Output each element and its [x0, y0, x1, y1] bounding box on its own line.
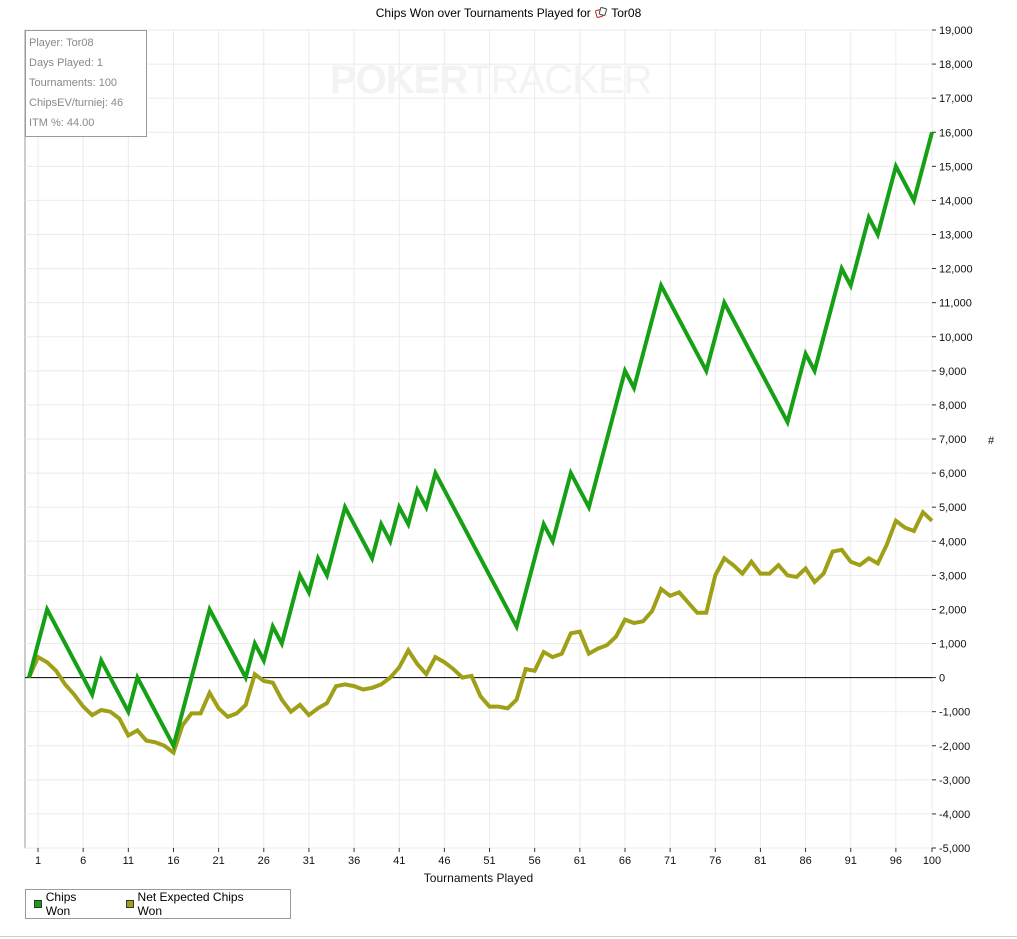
- axis-layer: -5,000 -4,000 -3,000 -2,000 -1,000 0 1,000 2,00…: [25, 25, 995, 885]
- y-tick-label: 2,000: [939, 604, 967, 616]
- y-tick-label: 9,000: [939, 366, 967, 378]
- y-tick-label: 18,000: [939, 59, 973, 71]
- x-tick-label: 41: [393, 855, 405, 867]
- x-tick-label: 31: [303, 855, 315, 867]
- y-tick-label: 13,000: [939, 230, 973, 242]
- player-stats-box: Player: Tor08 Days Played: 1 Tournaments…: [25, 30, 147, 137]
- x-tick-label: 76: [709, 855, 721, 867]
- chart-title: Chips Won over Tournaments Played for To…: [0, 6, 1017, 20]
- y-tick-label: -4,000: [939, 809, 970, 821]
- y-tick-label: 10,000: [939, 332, 973, 344]
- x-tick-label: 6: [80, 855, 86, 867]
- x-tick-label: 16: [167, 855, 179, 867]
- y-tick-label: 7,000: [939, 434, 967, 446]
- x-tick-label: 81: [754, 855, 766, 867]
- x-axis-label: Tournaments Played: [424, 871, 533, 885]
- x-tick-label: 96: [890, 855, 902, 867]
- poker-chip-icon: [595, 7, 608, 18]
- series-line-net-expected: [27, 508, 934, 756]
- x-tick-label: 56: [529, 855, 541, 867]
- x-tick-label: 100: [923, 855, 941, 867]
- series-layer: [27, 131, 934, 756]
- watermark-light: TRACKER: [467, 58, 652, 102]
- stat-player: Player: Tor08: [29, 37, 94, 49]
- y-tick-label: 0: [939, 673, 945, 685]
- x-tick-label: 1: [35, 855, 41, 867]
- y-tick-label: 19,000: [939, 25, 973, 37]
- series-line-chips-won: [27, 131, 934, 752]
- y-tick-label: -2,000: [939, 741, 970, 753]
- stat-days-played: Days Played: 1: [29, 57, 103, 69]
- x-tick-label: 21: [213, 855, 225, 867]
- y-tick-label: 4,000: [939, 536, 967, 548]
- legend-label-net-expected: Net Expected Chips Won: [137, 890, 244, 918]
- legend-swatch-chips-won: [34, 900, 42, 908]
- y-tick-label: 16,000: [939, 127, 973, 139]
- x-tick-label: 51: [483, 855, 495, 867]
- chart-title-player: Tor08: [611, 6, 642, 20]
- legend-swatch-net-expected: [125, 900, 134, 908]
- x-tick-label: 71: [664, 855, 676, 867]
- stat-itm: ITM %: 44.00: [29, 117, 95, 129]
- legend-label-chips-won: Chips Won: [45, 890, 77, 918]
- y-tick-label: 17,000: [939, 93, 973, 105]
- x-tick-label: 66: [619, 855, 631, 867]
- y-tick-label: 12,000: [939, 264, 973, 276]
- stat-tournaments: Tournaments: 100: [29, 77, 118, 89]
- x-tick-label: 46: [438, 855, 450, 867]
- y-tick-label: 1,000: [939, 639, 967, 651]
- y-tick-label: 8,000: [939, 400, 967, 412]
- y-tick-label: -1,000: [939, 707, 970, 719]
- y-tick-label: 11,000: [939, 298, 972, 310]
- y-tick-label: 14,000: [939, 195, 973, 207]
- poker-tracker-watermark: POKERTRACKER: [330, 58, 652, 103]
- x-tick-label: 26: [258, 855, 270, 867]
- x-tick-label: 91: [845, 855, 857, 867]
- x-tick-label: 36: [348, 855, 360, 867]
- y-axis-symbol: #: [988, 435, 995, 447]
- legend-item-chips-won[interactable]: Chips Won: [34, 890, 102, 918]
- stat-chipsev: ChipsEV/turniej: 46: [29, 97, 124, 109]
- chart-title-prefix: Chips Won over Tournaments Played for: [375, 6, 591, 20]
- x-tick-label: 86: [799, 855, 811, 867]
- watermark-bold: POKER: [330, 58, 468, 102]
- chart-legend: Chips Won Net Expected Chips Won: [25, 889, 291, 919]
- y-tick-label: 6,000: [939, 468, 967, 480]
- legend-item-net-expected[interactable]: Net Expected Chips Won: [125, 890, 266, 918]
- y-tick-label: -5,000: [939, 843, 970, 855]
- y-tick-label: -3,000: [939, 775, 970, 787]
- x-tick-label: 61: [574, 855, 586, 867]
- y-tick-label: 3,000: [939, 570, 967, 582]
- x-tick-label: 11: [123, 855, 134, 867]
- y-tick-label: 5,000: [939, 502, 967, 514]
- bottom-divider: [0, 936, 1017, 937]
- y-tick-label: 15,000: [939, 161, 973, 173]
